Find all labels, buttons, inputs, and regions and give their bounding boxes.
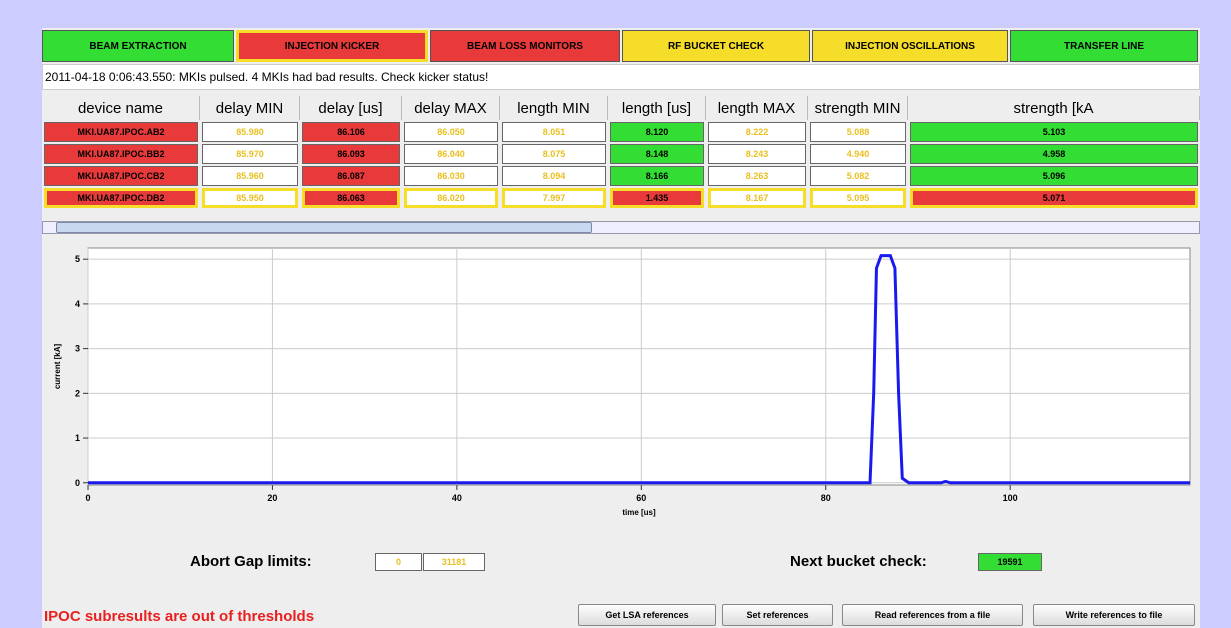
x-tick-label: 100 bbox=[1003, 493, 1018, 503]
table-cell[interactable]: 5.103 bbox=[910, 122, 1198, 142]
x-tick-label: 0 bbox=[85, 493, 90, 503]
tab[interactable]: INJECTION KICKER bbox=[236, 30, 428, 62]
table-cell[interactable]: 5.071 bbox=[910, 188, 1198, 208]
y-tick-label: 3 bbox=[75, 344, 80, 354]
data-line bbox=[88, 254, 1190, 485]
table-cell[interactable]: 86.093 bbox=[302, 144, 400, 164]
table-cell[interactable]: 5.095 bbox=[810, 188, 906, 208]
table-cell[interactable]: 86.063 bbox=[302, 188, 400, 208]
x-tick-label: 60 bbox=[636, 493, 646, 503]
table-cell[interactable]: 8.148 bbox=[610, 144, 704, 164]
table-cell[interactable]: 8.263 bbox=[708, 166, 806, 186]
table-cell[interactable]: 7.997 bbox=[502, 188, 606, 208]
table-cell[interactable]: 86.040 bbox=[404, 144, 498, 164]
table-cell[interactable]: 1.435 bbox=[610, 188, 704, 208]
table-cell[interactable]: 86.087 bbox=[302, 166, 400, 186]
table-cell[interactable]: 8.222 bbox=[708, 122, 806, 142]
table-cell[interactable]: 86.050 bbox=[404, 122, 498, 142]
next-bucket-field[interactable]: 19591 bbox=[978, 553, 1042, 571]
abort-gap-field[interactable]: 0 bbox=[375, 553, 422, 571]
column-header: length [us] bbox=[608, 96, 706, 120]
table-cell[interactable]: 86.106 bbox=[302, 122, 400, 142]
y-axis-label: current [kA] bbox=[53, 343, 62, 389]
table-cell[interactable]: 8.243 bbox=[708, 144, 806, 164]
table-cell[interactable]: 8.167 bbox=[708, 188, 806, 208]
column-header: delay MAX bbox=[402, 96, 500, 120]
table-cell[interactable]: 4.940 bbox=[810, 144, 906, 164]
table-cell[interactable]: 5.096 bbox=[910, 166, 1198, 186]
tab[interactable]: INJECTION OSCILLATIONS bbox=[812, 30, 1008, 62]
x-tick-label: 20 bbox=[267, 493, 277, 503]
column-header: device name bbox=[42, 96, 200, 120]
table-cell[interactable]: 5.088 bbox=[810, 122, 906, 142]
table-cell[interactable]: 86.030 bbox=[404, 166, 498, 186]
x-axis-label: time [us] bbox=[622, 508, 656, 517]
y-tick-label: 2 bbox=[75, 388, 80, 398]
table-cell[interactable]: 4.958 bbox=[910, 144, 1198, 164]
x-tick-label: 80 bbox=[821, 493, 831, 503]
column-header: strength [kA bbox=[908, 96, 1200, 120]
table-cell[interactable]: 8.120 bbox=[610, 122, 704, 142]
column-header: delay [us] bbox=[300, 96, 402, 120]
table-cell[interactable]: 85.950 bbox=[202, 188, 298, 208]
table-cell[interactable]: 85.960 bbox=[202, 166, 298, 186]
table-cell[interactable]: MKI.UA87.IPOC.DB2 bbox=[44, 188, 198, 208]
column-header: length MIN bbox=[500, 96, 608, 120]
abort-gap-field[interactable]: 31181 bbox=[423, 553, 485, 571]
table-cell[interactable]: MKI.UA87.IPOC.AB2 bbox=[44, 122, 198, 142]
tab[interactable]: TRANSFER LINE bbox=[1010, 30, 1198, 62]
tab[interactable]: RF BUCKET CHECK bbox=[622, 30, 810, 62]
plot-area bbox=[87, 247, 1191, 486]
table-cell[interactable]: MKI.UA87.IPOC.CB2 bbox=[44, 166, 198, 186]
table-cell[interactable]: 85.970 bbox=[202, 144, 298, 164]
y-tick-label: 4 bbox=[75, 299, 80, 309]
column-header: strength MIN bbox=[808, 96, 908, 120]
table-cell[interactable]: 8.094 bbox=[502, 166, 606, 186]
error-message: IPOC subresults are out of thresholds bbox=[44, 608, 315, 625]
y-tick-label: 5 bbox=[75, 254, 80, 264]
column-header: delay MIN bbox=[200, 96, 300, 120]
tab[interactable]: BEAM LOSS MONITORS bbox=[430, 30, 620, 62]
table-cell[interactable]: 8.051 bbox=[502, 122, 606, 142]
tab[interactable]: BEAM EXTRACTION bbox=[42, 30, 234, 62]
x-tick-label: 40 bbox=[452, 493, 462, 503]
scroll-thumb[interactable] bbox=[56, 222, 592, 233]
table-cell[interactable]: 8.075 bbox=[502, 144, 606, 164]
abort-gap-label: Abort Gap limits: bbox=[190, 553, 312, 570]
y-tick-label: 1 bbox=[75, 433, 80, 443]
next-bucket-label: Next bucket check: bbox=[790, 553, 927, 570]
column-header: length MAX bbox=[706, 96, 808, 120]
table-cell[interactable]: 8.166 bbox=[610, 166, 704, 186]
table-cell[interactable]: 86.020 bbox=[404, 188, 498, 208]
y-tick-label: 0 bbox=[75, 478, 80, 488]
table-cell[interactable]: 85.980 bbox=[202, 122, 298, 142]
table-cell[interactable]: 5.082 bbox=[810, 166, 906, 186]
table-cell[interactable]: MKI.UA87.IPOC.BB2 bbox=[44, 144, 198, 164]
status-bar: 2011-04-18 0:06:43.550: MKIs pulsed. 4 M… bbox=[42, 64, 1200, 90]
